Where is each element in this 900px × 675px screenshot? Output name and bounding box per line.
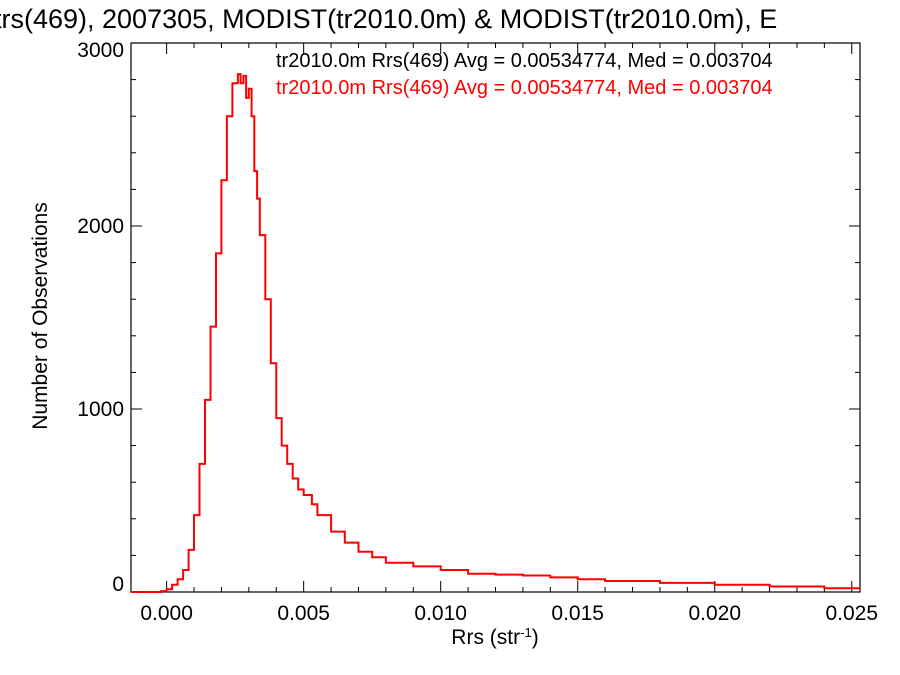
legend-entry-black: tr2010.0m Rrs(469) Avg = 0.00534774, Med…	[276, 50, 773, 72]
y-tick-label: 0	[112, 573, 124, 596]
y-tick-label: 3000	[77, 39, 124, 62]
legend: tr2010.0m Rrs(469) Avg = 0.00534774, Med…	[276, 50, 773, 99]
x-axis-title: Rrs (str-1)	[451, 625, 538, 650]
plot-frame	[130, 42, 861, 593]
legend-entry-red: tr2010.0m Rrs(469) Avg = 0.00534774, Med…	[276, 77, 773, 99]
x-tick-label: 0.015	[551, 602, 604, 625]
x-axis-title-end: )	[532, 626, 539, 649]
x-tick-label: 0.025	[825, 602, 878, 625]
y-axis-title: Number of Observations	[29, 202, 52, 430]
plot-area: 0.000 0.005 0.010 0.015 0.020 0.025 0 1000 2000 3…	[77, 39, 878, 625]
y-tick-label: 1000	[77, 398, 124, 421]
x-axis-title-main: Rrs (str	[451, 626, 520, 649]
x-tick-label: 0.020	[688, 602, 741, 625]
x-tick-label: 0.010	[414, 602, 467, 625]
histogram-series-line	[131, 73, 860, 593]
chart-title: trs(469), 2007305, MODIST(tr2010.0m) & M…	[0, 4, 778, 34]
x-tick-label: 0.005	[277, 602, 330, 625]
x-axis-title-sup: -1	[520, 625, 532, 640]
x-tick-label: 0.000	[140, 602, 193, 625]
y-tick-label: 2000	[77, 215, 124, 238]
